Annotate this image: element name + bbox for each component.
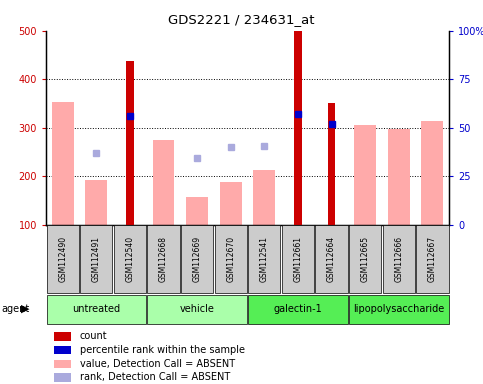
Bar <box>52 102 73 225</box>
Bar <box>46 225 79 293</box>
Text: GSM112667: GSM112667 <box>428 236 437 282</box>
Text: lipopolysaccharide: lipopolysaccharide <box>353 304 444 314</box>
Text: GSM112665: GSM112665 <box>361 236 369 282</box>
Bar <box>55 359 71 368</box>
Text: galectin-1: galectin-1 <box>273 304 322 314</box>
Bar <box>422 121 443 225</box>
Bar <box>55 373 71 382</box>
Text: count: count <box>80 331 108 341</box>
Text: GSM112541: GSM112541 <box>260 236 269 282</box>
Text: GSM112661: GSM112661 <box>294 236 302 282</box>
Bar <box>186 197 208 225</box>
Text: GSM112664: GSM112664 <box>327 236 336 282</box>
Bar <box>354 125 376 225</box>
Text: value, Detection Call = ABSENT: value, Detection Call = ABSENT <box>80 359 235 369</box>
Bar <box>388 129 410 225</box>
Bar <box>416 225 449 293</box>
Text: GSM112668: GSM112668 <box>159 236 168 282</box>
Bar <box>248 225 281 293</box>
Bar <box>46 295 146 324</box>
Bar <box>214 225 247 293</box>
Text: untreated: untreated <box>72 304 120 314</box>
Bar <box>328 103 335 225</box>
Bar <box>315 225 348 293</box>
Bar <box>80 225 113 293</box>
Bar <box>85 180 107 225</box>
Bar <box>282 225 314 293</box>
Bar <box>248 295 348 324</box>
Text: ▶: ▶ <box>21 304 30 314</box>
Bar <box>147 295 247 324</box>
Bar <box>254 170 275 225</box>
Text: GDS2221 / 234631_at: GDS2221 / 234631_at <box>168 13 315 26</box>
Text: GSM112540: GSM112540 <box>126 236 134 282</box>
Bar <box>294 31 302 225</box>
Bar <box>55 332 71 341</box>
Bar <box>126 61 134 225</box>
Bar <box>153 140 174 225</box>
Text: GSM112491: GSM112491 <box>92 236 101 282</box>
Text: GSM112666: GSM112666 <box>394 236 403 282</box>
Text: GSM112669: GSM112669 <box>193 236 201 282</box>
Text: GSM112670: GSM112670 <box>226 236 235 282</box>
Text: vehicle: vehicle <box>180 304 214 314</box>
Text: percentile rank within the sample: percentile rank within the sample <box>80 345 245 355</box>
Text: agent: agent <box>1 304 29 314</box>
Bar <box>55 346 71 354</box>
Bar <box>181 225 213 293</box>
Text: GSM112490: GSM112490 <box>58 236 67 282</box>
Bar <box>349 225 381 293</box>
Bar <box>147 225 180 293</box>
Bar <box>220 182 242 225</box>
Bar <box>383 225 415 293</box>
Bar <box>349 295 449 324</box>
Text: rank, Detection Call = ABSENT: rank, Detection Call = ABSENT <box>80 372 230 382</box>
Bar <box>114 225 146 293</box>
